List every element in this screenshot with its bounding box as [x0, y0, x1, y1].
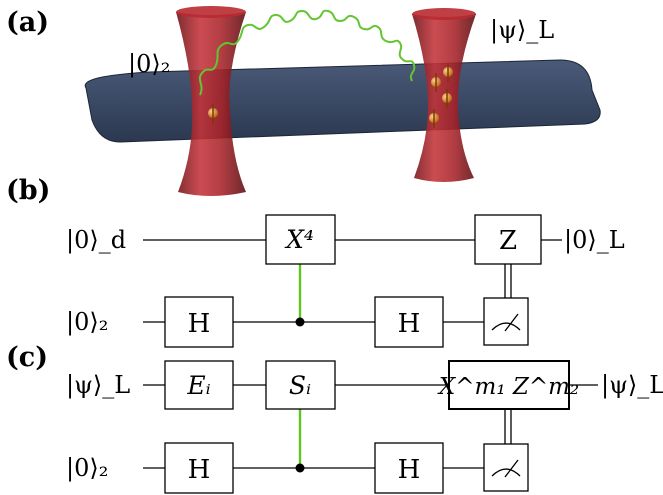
input-b-top: |0⟩_d [66, 226, 126, 255]
measurement-meter-icon [483, 297, 529, 346]
gate-h2-c-box [374, 442, 444, 494]
circuit-c: |ψ⟩_L |0⟩₂ |ψ⟩_L Eᵢ Sᵢ X^m₁ Z^m₂ H H [66, 360, 663, 494]
gate-z-box [474, 214, 542, 265]
input-c-bottom: |0⟩₂ [66, 454, 108, 483]
gate-h2-b: H [398, 309, 421, 339]
gate-x4-box [265, 214, 336, 265]
circuit-b: |0⟩_d |0⟩₂ |0⟩_L X⁴ H H Z [66, 214, 625, 348]
left-atom [208, 104, 218, 124]
panel-label-a: (a) [6, 7, 49, 38]
control-dot-icon [295, 463, 305, 473]
panel-a-illustration: |0⟩₂ |ψ⟩_L [84, 6, 601, 196]
gate-h1-b-box [164, 296, 234, 348]
right-atoms [429, 63, 453, 128]
gate-correction: X^m₁ Z^m₂ [437, 374, 579, 400]
input-c-top: |ψ⟩_L [66, 371, 130, 400]
measurement-meter-icon [483, 443, 529, 492]
control-dot-icon [295, 317, 305, 327]
gate-z: Z [499, 226, 517, 256]
gate-h1-c: H [188, 455, 211, 485]
left-trap-label: |0⟩₂ [128, 50, 170, 79]
output-b-top: |0⟩_L [564, 226, 625, 255]
gate-h2-b-box [374, 296, 444, 348]
left-trap-beam [176, 12, 246, 196]
gate-e-box [164, 360, 234, 410]
photon-coil [198, 9, 416, 96]
right-trap-label: |ψ⟩_L [490, 16, 554, 45]
gate-s: Sᵢ [289, 371, 311, 400]
output-c-top: |ψ⟩_L [601, 371, 663, 400]
gate-h2-c: H [398, 455, 421, 485]
gate-x4: X⁴ [284, 225, 314, 254]
gate-e: Eᵢ [186, 371, 210, 400]
gate-s-box [265, 360, 336, 410]
gate-h1-b: H [188, 309, 211, 339]
gate-correction-box [448, 360, 570, 410]
gate-h1-c-box [164, 442, 234, 494]
panel-label-b: (b) [6, 175, 50, 206]
panel-label-c: (c) [6, 342, 48, 373]
input-b-bottom: |0⟩₂ [66, 308, 108, 337]
